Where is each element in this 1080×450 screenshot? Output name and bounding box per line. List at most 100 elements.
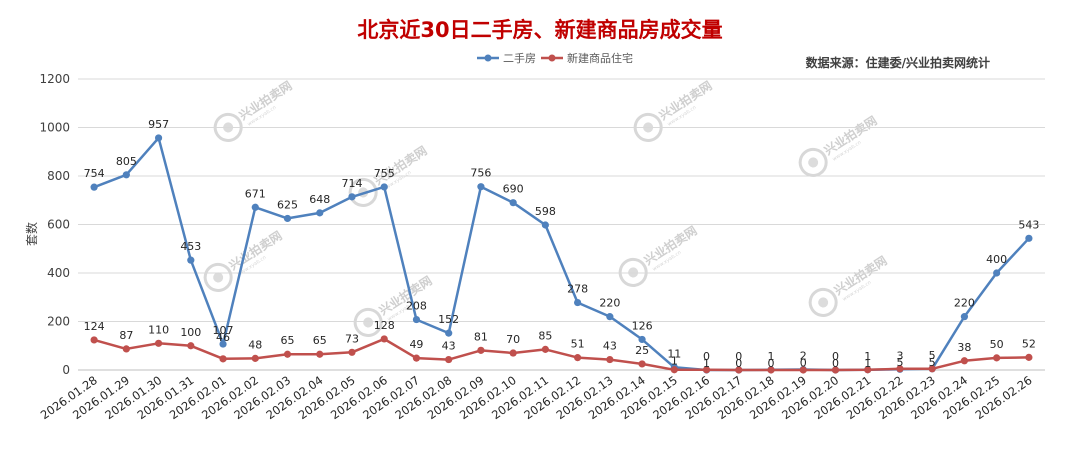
data-point [831,366,840,374]
data-point [928,365,936,373]
data-label: 49 [409,338,423,351]
data-label: 46 [216,331,230,344]
data-label: 107 [213,324,234,337]
data-label: 756 [470,167,491,180]
data-point [251,354,259,362]
data-label: 124 [84,320,105,333]
data-point [283,214,292,223]
data-label: 453 [180,240,201,253]
watermark-logo-core-icon [628,267,639,278]
watermark-logo-core-icon [213,272,224,283]
data-label: 100 [180,326,201,339]
y-tick-label: 200 [47,315,70,329]
data-point [316,350,324,358]
data-label: 0 [832,357,839,370]
data-label: 70 [506,333,520,346]
data-point [541,345,549,353]
data-point [993,354,1001,362]
y-tick-label: 600 [47,218,70,232]
data-label: 1 [864,350,871,363]
data-point [960,313,969,321]
data-label: 598 [535,205,556,218]
data-point [1025,353,1033,361]
data-label: 625 [277,198,298,211]
data-point [445,329,453,337]
data-point [1025,234,1033,242]
chart-title: 北京近30日二手房、新建商品房成交量 [357,18,722,42]
data-point [412,315,421,324]
legend: 二手房 新建商品住宅 [477,51,633,65]
watermark-logo-icon [633,112,663,142]
data-point [90,336,98,344]
data-label: 25 [635,344,649,357]
data-point [477,346,485,354]
watermark-logo-icon [798,147,828,177]
data-label: 543 [1018,218,1039,231]
watermark-logo-core-icon [818,297,829,308]
data-label: 65 [281,334,295,347]
data-point [316,209,324,217]
y-tick-label: 1000 [39,121,70,135]
data-point [509,199,517,207]
legend-label-secondhand: 二手房 [503,51,536,65]
data-point [154,134,163,142]
data-label: 126 [632,319,653,332]
data-label: 1 [768,350,775,363]
data-point [541,221,549,229]
data-point [380,183,388,191]
data-label: 87 [119,329,133,342]
y-tick-label: 0 [62,363,70,377]
watermark-logo-icon [203,262,233,292]
data-point [122,171,130,179]
data-point [509,349,517,357]
data-label: 957 [148,118,169,131]
data-label: 110 [148,323,169,336]
data-point [606,313,614,321]
data-label: 51 [571,338,585,351]
data-label: 0 [832,350,839,363]
data-label: 1 [703,357,710,370]
legend-marker-secondhand [484,54,492,62]
data-point [154,339,163,347]
watermark-logo-icon [353,307,383,337]
y-tick-label: 1200 [39,72,70,86]
data-label: 48 [248,338,262,351]
x-tick-labels: 2026.01.282026.01.292026.01.302026.01.31… [38,373,1035,422]
data-label: 671 [245,187,266,200]
data-point [90,183,98,191]
watermark-logo-core-icon [363,317,374,328]
data-point [670,366,678,374]
data-label: 50 [990,338,1004,351]
data-point [702,366,711,374]
series-line-0 [93,136,1030,372]
data-point [348,348,356,356]
legend-marker-newhome [548,54,556,62]
watermark-logo-icon [618,257,648,287]
source-note: 数据来源：住建委/兴业拍卖网统计 [806,55,990,70]
data-label: 400 [986,253,1007,266]
data-label: 0 [768,357,775,370]
data-point [799,366,807,374]
data-point [187,342,195,350]
data-point [896,365,904,373]
data-label: 0 [703,350,710,363]
data-label: 52 [1022,337,1036,350]
data-point [735,366,743,374]
data-point [574,354,582,362]
data-point [283,350,292,358]
legend-label-newhome: 新建商品住宅 [567,51,633,65]
data-point [574,298,582,307]
data-label: 128 [374,319,395,332]
watermark-logo-icon [808,287,838,317]
watermark-logo-icon [213,112,243,142]
data-label: 278 [567,283,588,296]
data-label: 5 [896,356,903,369]
data-point [477,183,485,191]
y-axis-label: 套数 [24,222,39,246]
data-point [122,345,130,353]
